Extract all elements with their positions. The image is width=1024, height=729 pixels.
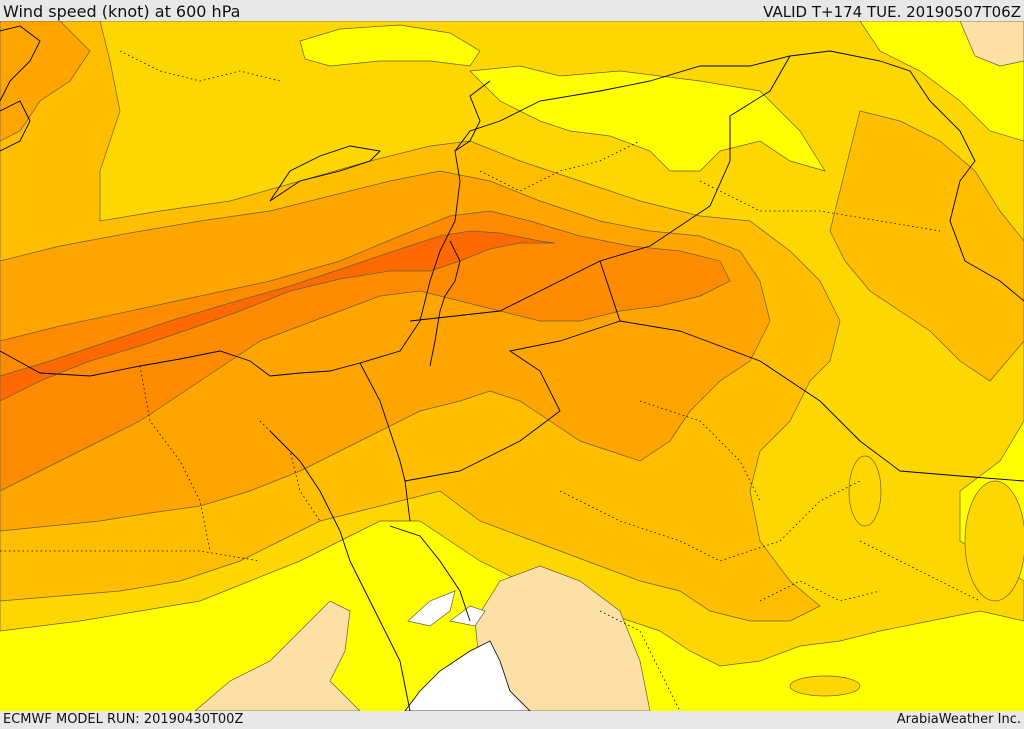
valid-time: VALID T+174 TUE. 20190507T06Z bbox=[763, 3, 1021, 21]
band-orange-dark bbox=[0, 230, 556, 402]
band-amber-east bbox=[829, 110, 1024, 382]
admin-lines bbox=[0, 50, 981, 711]
band-yellow-northeast bbox=[469, 65, 826, 172]
map-title: Wind speed (knot) at 600 hPa bbox=[3, 2, 241, 21]
band-peach-northeast bbox=[959, 21, 1024, 67]
wind-speed-map bbox=[0, 21, 1024, 711]
band-orange bbox=[0, 210, 731, 492]
band-peach-south bbox=[469, 565, 651, 711]
band-yellow-north bbox=[299, 24, 481, 67]
header-bar: Wind speed (knot) at 600 hPa VALID T+174… bbox=[0, 0, 1024, 21]
model-run: ECMWF MODEL RUN: 20190430T00Z bbox=[3, 712, 244, 727]
borders bbox=[0, 25, 1024, 711]
footer-bar: ECMWF MODEL RUN: 20190430T00Z ArabiaWeat… bbox=[0, 711, 1024, 729]
band-orange-light bbox=[0, 21, 91, 142]
gold-island-1 bbox=[848, 455, 882, 527]
map-area bbox=[0, 21, 1024, 711]
band-peach-southwest bbox=[194, 600, 361, 711]
gold-island-3 bbox=[964, 480, 1024, 602]
white-patch-2 bbox=[449, 605, 486, 627]
gold-island-2 bbox=[789, 675, 861, 697]
credit: ArabiaWeather Inc. bbox=[896, 712, 1021, 727]
white-patch-1 bbox=[407, 590, 456, 627]
red-sea bbox=[404, 640, 531, 711]
